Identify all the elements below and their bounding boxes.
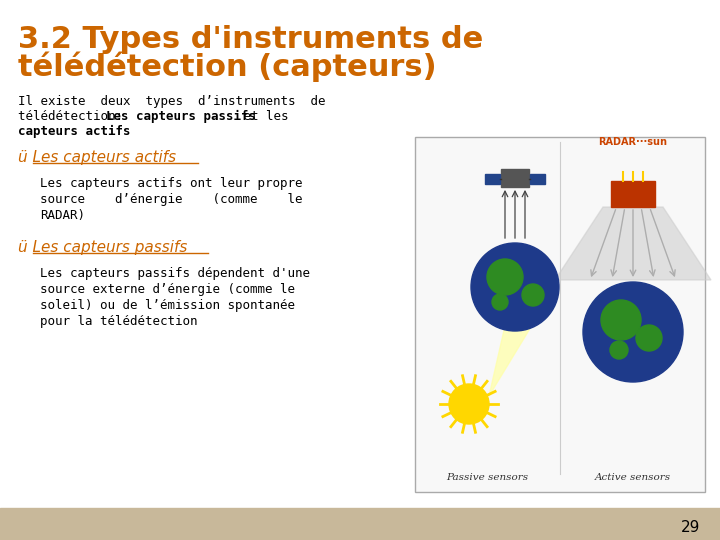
Text: Les capteurs passifs: Les capteurs passifs: [106, 110, 256, 123]
Text: RADAR···sun: RADAR···sun: [598, 137, 667, 147]
Circle shape: [601, 300, 641, 340]
Text: source externe d’énergie (comme le: source externe d’énergie (comme le: [40, 283, 295, 296]
Polygon shape: [555, 207, 711, 280]
Text: ü Les capteurs actifs: ü Les capteurs actifs: [18, 150, 176, 165]
Text: Active sensors: Active sensors: [595, 473, 671, 482]
Bar: [485, 174, 500, 184]
Bar: [415, 137, 705, 492]
Text: 29: 29: [680, 521, 700, 536]
Bar: [501, 169, 529, 187]
Text: ü Les capteurs passifs: ü Les capteurs passifs: [18, 240, 187, 255]
Text: Il existe  deux  types  d’instruments  de: Il existe deux types d’instruments de: [18, 95, 325, 108]
Text: source    d’énergie    (comme    le: source d’énergie (comme le: [40, 193, 302, 206]
Text: pour la télédétection: pour la télédétection: [40, 315, 197, 328]
Text: télédétection:: télédétection:: [18, 110, 130, 123]
Bar: [530, 174, 545, 184]
Text: Les capteurs passifs dépendent d'une: Les capteurs passifs dépendent d'une: [40, 267, 310, 280]
Circle shape: [583, 282, 683, 382]
Bar: [611, 181, 655, 207]
Circle shape: [522, 284, 544, 306]
Bar: [0, 508, 720, 540]
Text: et les: et les: [236, 110, 289, 123]
Text: Les capteurs actifs ont leur propre: Les capteurs actifs ont leur propre: [40, 177, 302, 190]
Text: 3.2 Types d'instruments de: 3.2 Types d'instruments de: [18, 25, 483, 54]
Text: capteurs actifs: capteurs actifs: [18, 125, 130, 138]
Circle shape: [610, 341, 628, 359]
Circle shape: [636, 325, 662, 351]
Text: RADAR): RADAR): [40, 209, 85, 222]
Text: Passive sensors: Passive sensors: [446, 473, 528, 482]
Circle shape: [487, 259, 523, 295]
Polygon shape: [489, 317, 537, 396]
Circle shape: [449, 384, 489, 424]
Text: télédétection (capteurs): télédétection (capteurs): [18, 52, 436, 83]
Circle shape: [471, 243, 559, 331]
Circle shape: [492, 294, 508, 310]
Text: soleil) ou de l’émission spontanée: soleil) ou de l’émission spontanée: [40, 299, 295, 312]
